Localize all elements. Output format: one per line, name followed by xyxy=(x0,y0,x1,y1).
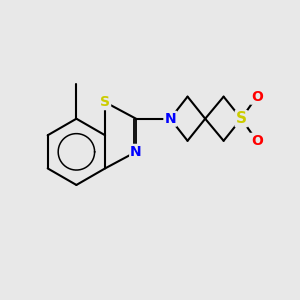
Text: N: N xyxy=(164,112,176,126)
Text: N: N xyxy=(130,145,142,159)
Text: S: S xyxy=(236,111,247,126)
Text: O: O xyxy=(251,134,263,148)
Text: O: O xyxy=(251,90,263,104)
Text: S: S xyxy=(100,95,110,109)
